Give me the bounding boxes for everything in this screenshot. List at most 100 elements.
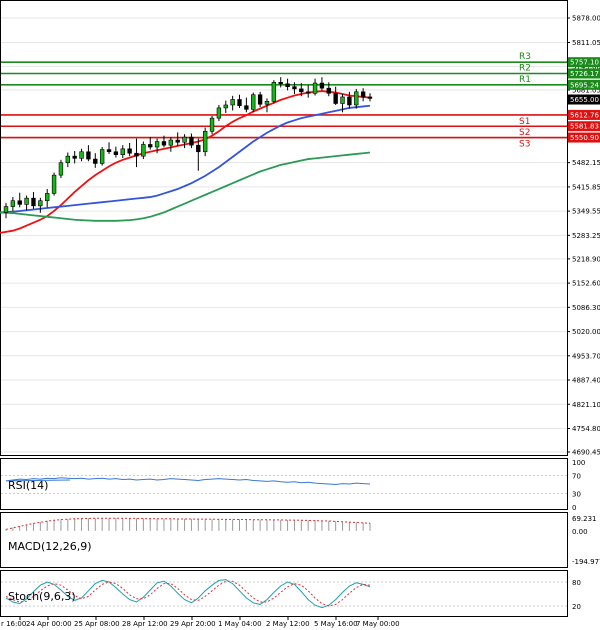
level-price-value-r2: 5726.17 [570,70,599,78]
rsi-tick-label: 70 [572,473,581,481]
level-name-s1: S1 [519,117,530,127]
candle-body [360,91,366,98]
level-price-value-s2: 5581.83 [570,123,599,131]
candle-body [264,101,270,105]
candle-body [209,117,215,132]
candle-body [79,151,84,159]
level-name-s2: S2 [519,128,530,138]
time-tick-label: 5 May 16:00 [314,620,358,628]
price-tick-label: 5415.85 [572,183,600,191]
rsi-tick-label: 30 [572,491,581,499]
time-tick-label: 25 Apr 08:00 [74,620,120,628]
price-tick-label: 4821.10 [572,401,600,409]
candle-body [271,82,277,102]
candle-body [65,155,70,164]
last-price-value: 5655.00 [570,96,599,104]
candle-body [3,206,9,213]
candle-body [106,149,112,153]
price-tick-label: 5681.05 [572,86,600,94]
candle-body [367,96,373,99]
macd-label: MACD(12,26,9) [8,540,92,553]
candle-body [347,96,352,106]
level-name-r3: R3 [519,52,531,62]
candle-body [168,139,174,146]
time-tick-label: 29 Apr 20:00 [170,620,216,628]
candle-body [292,86,297,90]
candle-body [237,99,242,107]
candle-body [230,99,235,106]
candle-body [216,107,222,119]
moving-average-line-2 [0,104,371,214]
macd-signal-line [5,517,371,530]
rsi-line [5,477,371,486]
macd-tick-label: 69.231 [572,515,597,523]
candle-body [299,88,304,93]
level-price-value-r3: 5757.10 [570,59,599,67]
candle-body [99,149,105,164]
stoch-panel-frame [0,570,568,617]
time-tick-label: 28 Apr 12:00 [122,620,168,628]
candle-body [189,136,194,146]
price-tick-label: 5878.00 [572,15,600,23]
time-tick-label: 7 May 00:00 [356,620,400,628]
candle-body [182,136,187,143]
stoch-d-line [5,580,371,607]
level-price-tag-r1 [568,79,600,90]
price-tick-label: 4887.40 [572,377,600,385]
macd-tick-label: 0.00 [572,528,588,536]
candle-body [134,152,139,157]
price-tick-label: 5482.15 [572,159,600,167]
price-tick-label: 5020.00 [572,328,600,336]
candle-body [10,200,16,207]
level-name-s3: S3 [519,140,530,150]
level-name-r1: R1 [519,75,531,85]
candle-body [223,104,228,109]
candle-body [312,82,318,94]
rsi-indicator: RSI(14) 100 70 30 0 [1,459,585,512]
rsi-tick-label: 100 [572,459,585,467]
candle-body [93,158,98,164]
level-price-value-s3: 5550.90 [570,134,599,142]
candle-body [305,91,311,94]
candle-body [196,144,201,153]
candle-body [86,151,91,160]
macd-indicator: MACD(12,26,9) 69.231 0.00 -194.977 [5,515,600,566]
candlesticks [3,77,373,219]
candle-body [154,141,160,148]
level-price-value-r1: 5695.24 [570,81,599,89]
level-price-tags: 5757.10 5726.17 5695.24 5612.76 5581.83 5550.… [568,57,600,143]
price-tick-label: 5349.55 [572,208,600,216]
stoch-tick-label: 20 [572,603,581,611]
price-tick-label: 4690.45 [572,449,600,457]
level-price-tag-r3 [568,57,600,68]
level-price-tag-s3 [568,132,600,143]
stochastic-indicator: Stoch(9,6,3) 80 20 [1,579,581,611]
candle-body [251,94,256,110]
price-tick-label: 5152.60 [572,280,600,288]
level-price-tag-s1 [568,109,600,120]
price-tick-label: 5283.25 [572,232,600,240]
candle-body [51,174,57,194]
candle-body [202,130,208,153]
time-tick-label: 2 May 12:00 [266,620,310,628]
candle-body [278,82,283,85]
price-tick-label: 4754.80 [572,425,600,433]
candle-body [161,141,167,146]
candle-body [127,148,132,154]
candle-body [354,91,359,106]
price-tick-label: 5218.90 [572,255,600,263]
stoch-tick-label: 80 [572,579,581,587]
time-tick-label: 24 Apr 00:00 [26,620,72,628]
last-price-tag [568,94,600,105]
rsi-panel-frame [0,458,568,510]
candle-body [340,96,345,104]
rsi-label: RSI(14) [8,479,48,492]
time-tick-label: 1 May 04:00 [218,620,262,628]
candle-body [113,151,119,155]
candle-body [319,82,325,89]
price-tick-label: 5086.30 [572,304,600,312]
price-tick-label: 4953.70 [572,352,600,360]
candle-body [141,144,146,157]
